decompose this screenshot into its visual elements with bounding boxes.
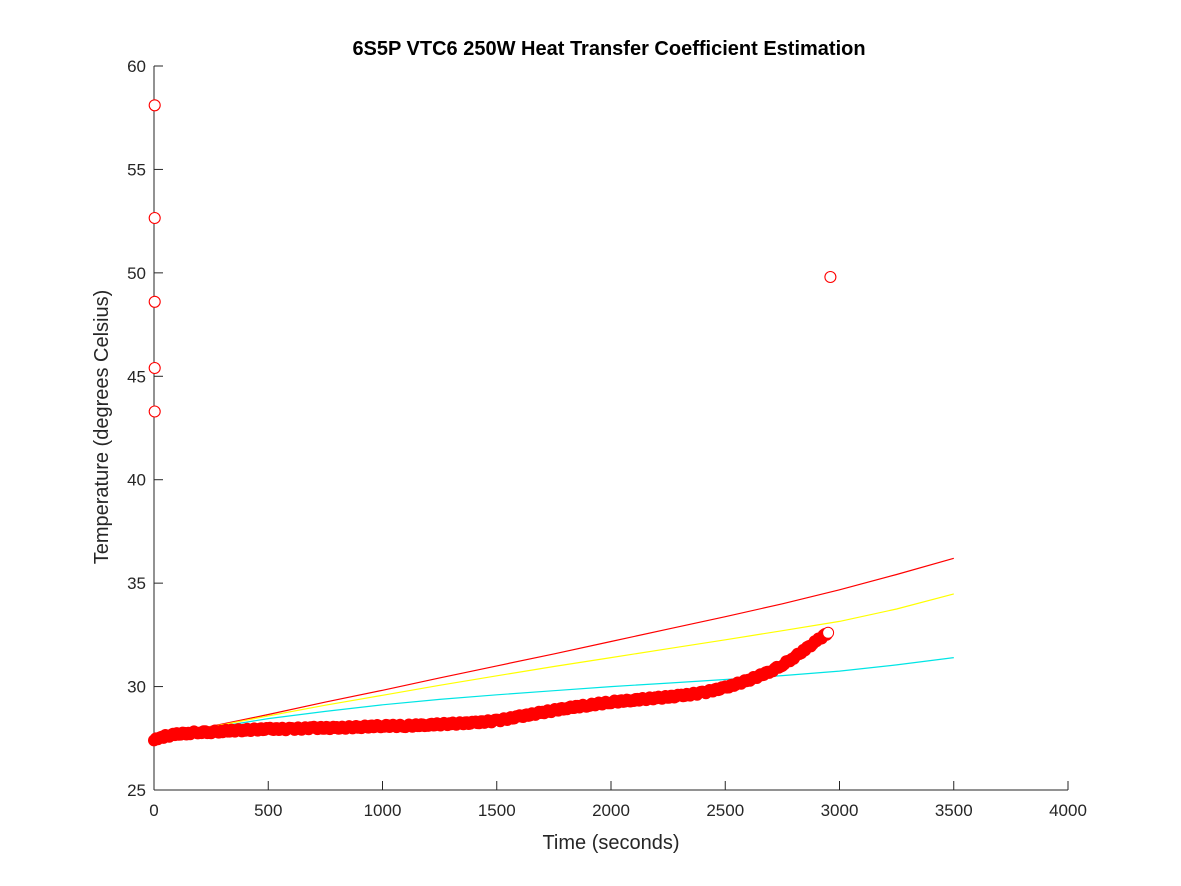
x-tick-label: 0 bbox=[149, 801, 158, 820]
data-point bbox=[822, 626, 835, 639]
x-tick-label: 2000 bbox=[592, 801, 630, 820]
x-tick-label: 3500 bbox=[935, 801, 973, 820]
x-tick-label: 500 bbox=[254, 801, 282, 820]
chart-title: 6S5P VTC6 250W Heat Transfer Coefficient… bbox=[352, 38, 865, 60]
x-tick-label: 3000 bbox=[821, 801, 859, 820]
plot-area: 0 500 1000 1500 2000 2500 3000 3500 4000 25 30 35 40… bbox=[127, 57, 1087, 820]
y-tick-label: 50 bbox=[127, 264, 146, 283]
outlier-point bbox=[148, 295, 161, 308]
y-tick-label: 35 bbox=[127, 574, 146, 593]
y-tick-label: 40 bbox=[127, 471, 146, 490]
y-axis-label: Temperature (degrees Celsius) bbox=[91, 290, 113, 565]
x-tick-label: 1000 bbox=[364, 801, 402, 820]
x-axis-label: Time (seconds) bbox=[542, 832, 679, 854]
y-tick-label: 30 bbox=[127, 678, 146, 697]
outlier-point bbox=[148, 211, 161, 225]
x-tick-label: 4000 bbox=[1049, 801, 1087, 820]
outlier-point bbox=[824, 270, 837, 284]
y-tick-label: 55 bbox=[127, 160, 146, 179]
outlier-point bbox=[148, 99, 161, 112]
y-tick-label: 25 bbox=[127, 781, 146, 800]
series-line-1 bbox=[153, 593, 954, 739]
x-tick-label: 1500 bbox=[478, 801, 516, 820]
y-tick-label: 60 bbox=[127, 57, 146, 76]
y-tick-label: 45 bbox=[127, 367, 146, 386]
outlier-point bbox=[148, 361, 161, 375]
outlier-point bbox=[148, 405, 161, 418]
series-line-2 bbox=[153, 657, 954, 739]
x-tick-label: 2500 bbox=[706, 801, 744, 820]
series-line-0 bbox=[153, 557, 954, 739]
